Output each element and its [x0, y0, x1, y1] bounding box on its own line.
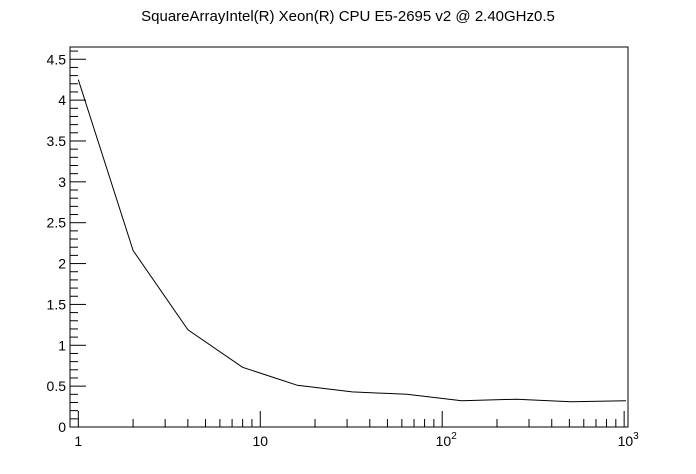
y-tick-label: 3: [58, 174, 66, 190]
x-tick-label: 1: [74, 433, 82, 449]
x-tick-label: 102: [436, 431, 458, 449]
x-tick-exponent: 2: [451, 431, 457, 442]
y-tick-label: 1: [58, 337, 66, 353]
y-tick-label: 0.5: [47, 378, 67, 394]
series-group: [77, 79, 627, 403]
y-tick-label: 4.5: [47, 51, 67, 67]
x-tick-exponent: 3: [633, 431, 639, 442]
x-axis: 1 10 102 103: [74, 411, 639, 449]
y-tick-label: 2.5: [47, 215, 67, 231]
y-tick-label: 2: [58, 256, 66, 272]
series-line: [77, 79, 627, 403]
x-tick-label: 10: [252, 433, 268, 449]
plot-frame: [69, 46, 629, 428]
y-tick-label: 1.5: [47, 296, 67, 312]
x-tick-label: 103: [618, 431, 640, 449]
y-tick-label: 0: [58, 419, 66, 435]
y-tick-label: 3.5: [47, 133, 67, 149]
y-tick-label: 4: [58, 92, 66, 108]
y-axis: 0 0.5 1 1.5 2 2.5 3 3.5 4 4.5: [47, 50, 86, 435]
chart-title: SquareArrayIntel(R) Xeon(R) CPU E5-2695 …: [141, 8, 555, 25]
